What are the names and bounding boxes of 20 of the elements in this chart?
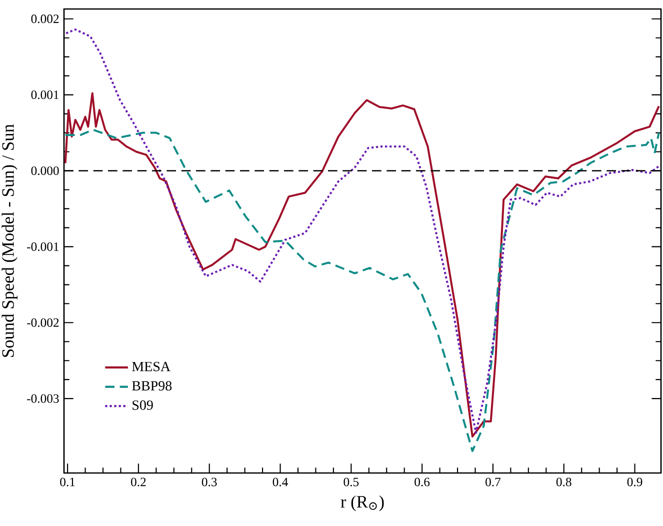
x-tick-label: 0.3 xyxy=(202,478,217,486)
x-tick-label: 0.2 xyxy=(131,478,146,486)
x-tick-label: 0.9 xyxy=(627,478,642,486)
y-tick-label: -0.003 xyxy=(27,394,59,403)
x-tick-label: 0.1 xyxy=(60,478,75,486)
legend-label: S09 xyxy=(132,400,153,410)
x-tick-label: 0.6 xyxy=(414,478,430,486)
x-tick-label: 0.8 xyxy=(556,478,572,486)
y-tick-label: 0.002 xyxy=(31,14,59,24)
y-tick-label: -0.002 xyxy=(27,318,59,327)
y-tick-label: 0.001 xyxy=(31,90,59,100)
x-tick-label: 0.7 xyxy=(486,478,501,486)
y-axis-title: Sound Speed (Model - Sun) / Sun xyxy=(2,124,18,357)
legend-label: BBP98 xyxy=(132,381,172,391)
y-tick-label: -0.001 xyxy=(27,242,59,252)
x-axis-title: r (R$_{⊙}$) xyxy=(340,495,384,512)
x-tick-label: 0.5 xyxy=(344,478,359,486)
legend-label: MESA xyxy=(132,362,170,372)
x-tick-label: 0.4 xyxy=(272,478,288,486)
y-tick-label: 0.000 xyxy=(31,166,59,176)
